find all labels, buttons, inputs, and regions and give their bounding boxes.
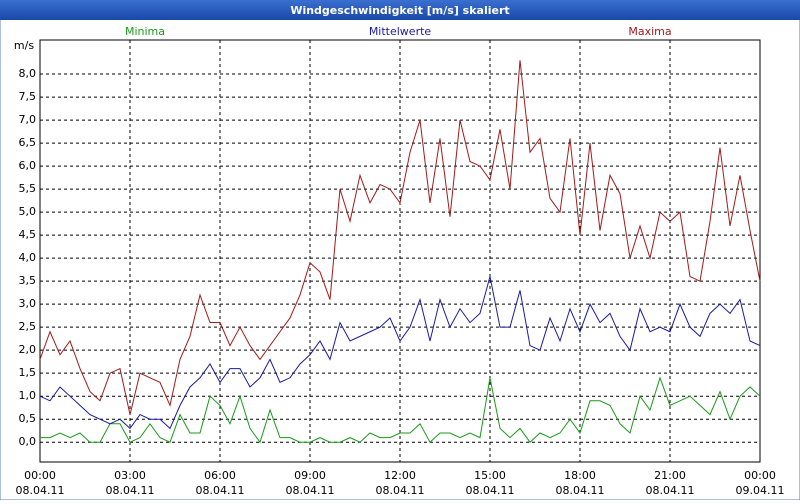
x-tick-date: 08.04.11 — [556, 484, 605, 497]
y-tick-label: 6,0 — [19, 159, 37, 172]
x-tick-label: 03:00 — [114, 469, 146, 482]
y-tick-label: 0,5 — [19, 412, 37, 425]
data-line — [40, 376, 761, 444]
x-tick-date: 08.04.11 — [106, 484, 155, 497]
y-tick-label: 3,0 — [19, 297, 37, 310]
y-tick-label: 7,0 — [19, 113, 37, 126]
y-tick-label: 2,5 — [19, 320, 37, 333]
y-tick-label: 8,0 — [19, 67, 37, 80]
x-tick-date: 08.04.11 — [16, 484, 65, 497]
x-tick-date: 08.04.11 — [286, 484, 335, 497]
x-tick-date: 08.04.11 — [196, 484, 245, 497]
legend-entry: Mittelwerte — [369, 25, 432, 38]
x-tick-label: 00:00 — [24, 469, 56, 482]
x-tick-label: 21:00 — [654, 469, 686, 482]
y-tick-label: 4,0 — [19, 251, 37, 264]
y-axis-label: m/s — [14, 39, 34, 52]
x-tick-label: 15:00 — [474, 469, 506, 482]
data-line — [39, 60, 761, 415]
x-tick-label: 18:00 — [564, 469, 596, 482]
data-line — [39, 276, 761, 430]
legend-entry: Maxima — [628, 25, 671, 38]
y-tick-label: 4,5 — [19, 228, 37, 241]
y-tick-label: 5,0 — [19, 205, 37, 218]
title-bar — [0, 0, 800, 20]
x-tick-date: 08.04.11 — [646, 484, 695, 497]
x-tick-label: 12:00 — [384, 469, 416, 482]
x-tick-date: 09.04.11 — [736, 484, 785, 497]
x-tick-date: 08.04.11 — [376, 484, 425, 497]
x-tick-label: 09:00 — [294, 469, 326, 482]
y-tick-label: 7,5 — [19, 90, 37, 103]
x-tick-label: 06:00 — [204, 469, 236, 482]
x-tick-date: 08.04.11 — [466, 484, 515, 497]
y-tick-label: 0,0 — [19, 435, 37, 448]
x-tick-label: 00:00 — [744, 469, 776, 482]
y-tick-label: 6,5 — [19, 136, 37, 149]
y-tick-label: 5,5 — [19, 182, 37, 195]
y-tick-label: 3,5 — [19, 274, 37, 287]
chart-title: Windgeschwindigkeit [m/s] skaliert — [290, 4, 509, 17]
legend-entry: Minima — [125, 25, 165, 38]
y-tick-label: 2,0 — [19, 343, 37, 356]
y-tick-label: 1,5 — [19, 366, 37, 379]
y-tick-label: 1,0 — [19, 389, 37, 402]
